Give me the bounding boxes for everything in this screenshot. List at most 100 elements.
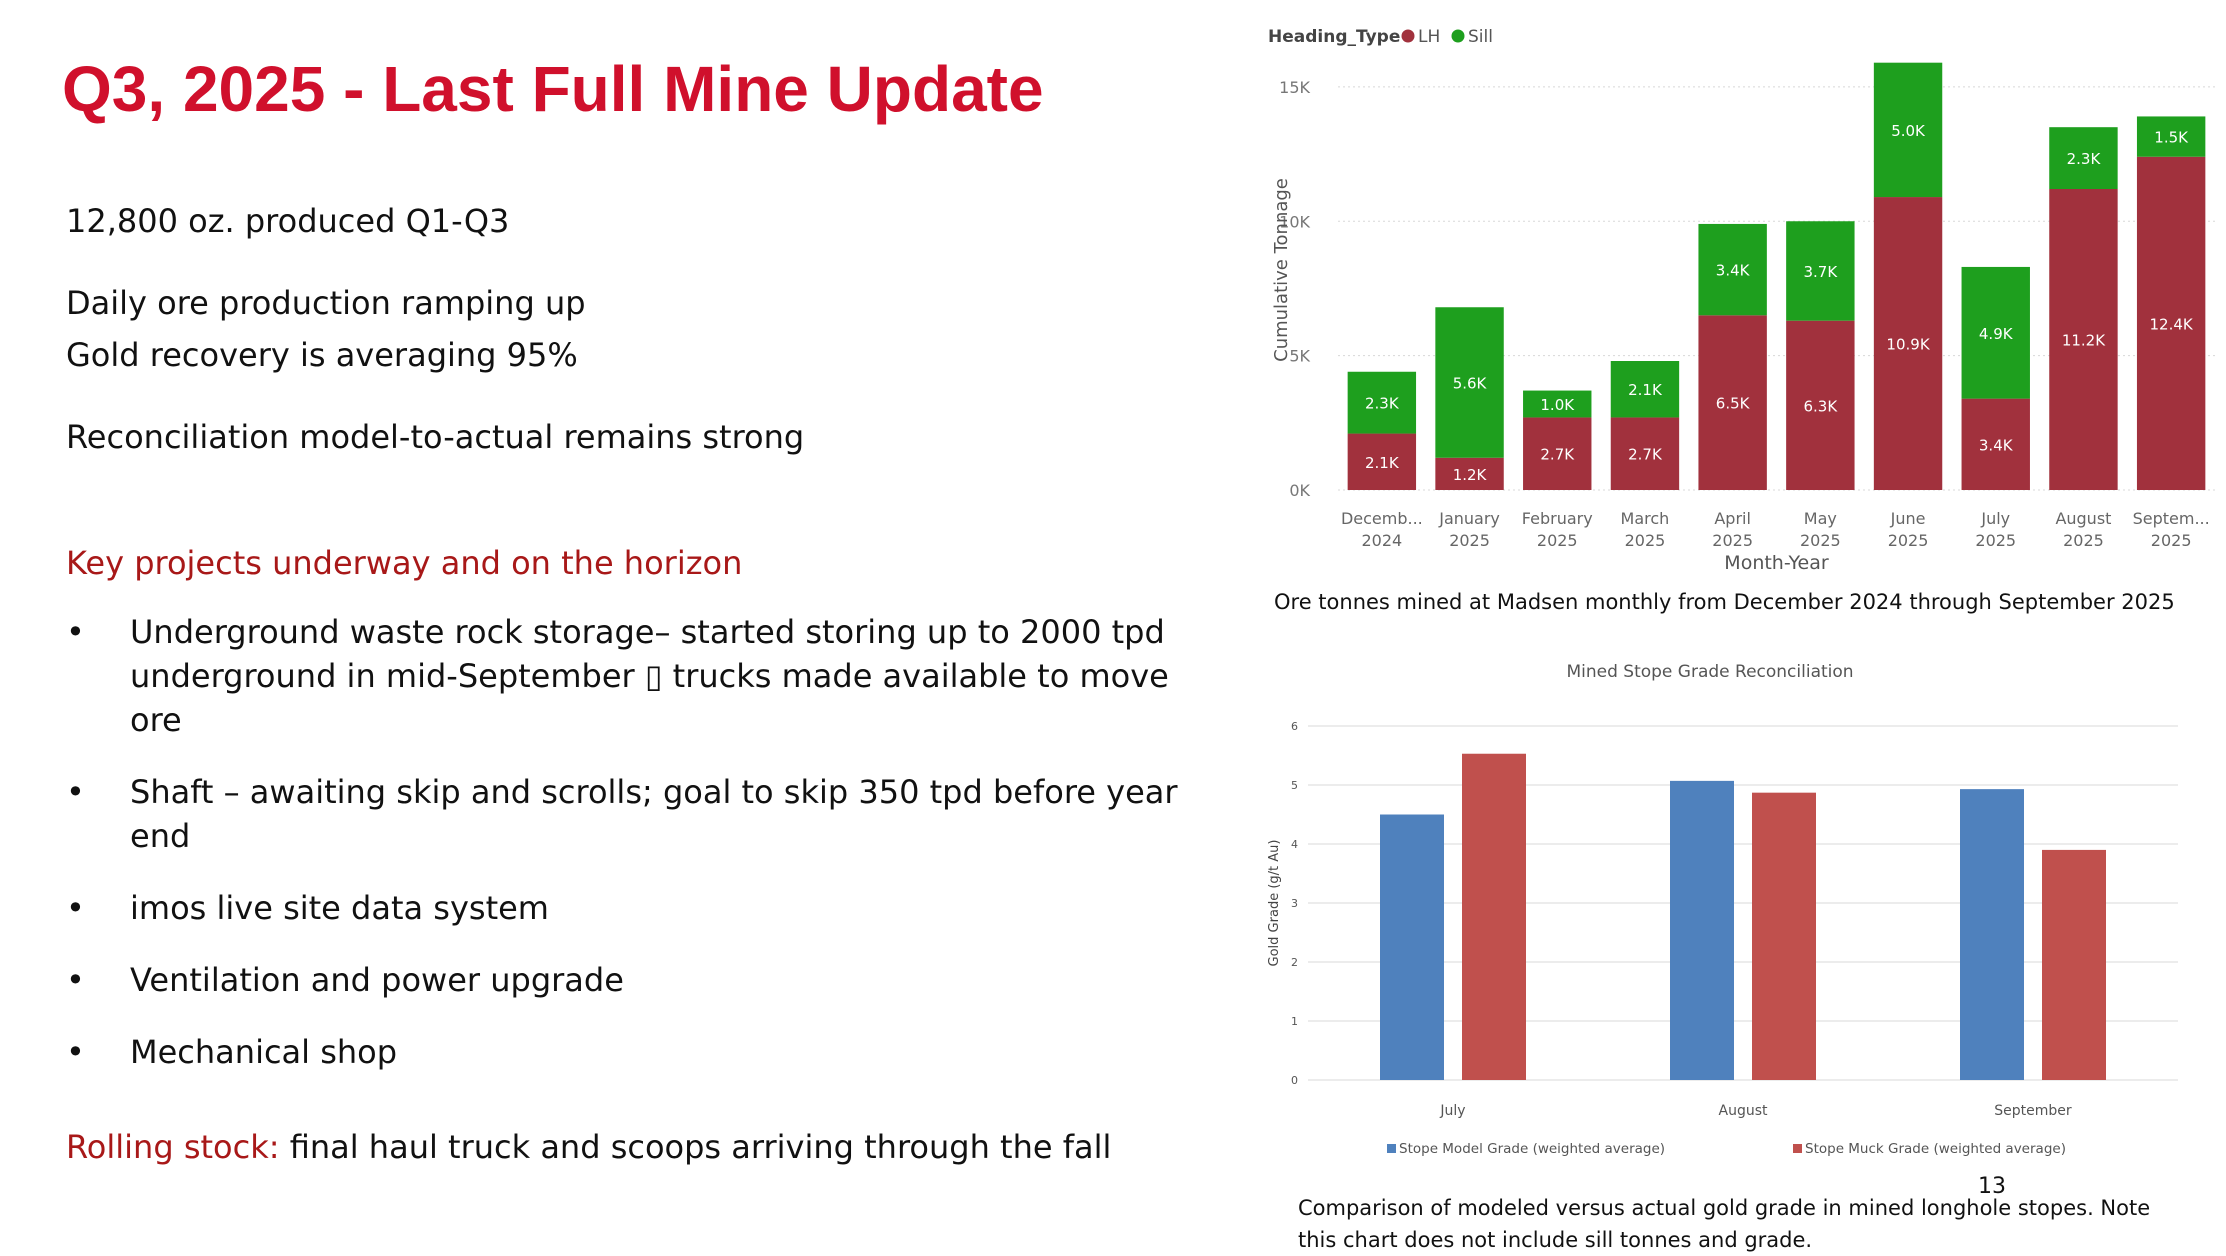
legend-item: Sill xyxy=(1468,27,1493,47)
x-tick-label-line: 2025 xyxy=(1625,531,1666,550)
tonnage-chart-caption: Ore tonnes mined at Madsen monthly from … xyxy=(1274,590,2175,614)
data-label: 3.7K xyxy=(1803,263,1838,281)
x-tick-label: February 2025 xyxy=(1522,509,1593,550)
bar-sill xyxy=(1435,307,1504,458)
ore-production-line: Daily ore production ramping up xyxy=(66,284,586,322)
y-tick-label: 4 xyxy=(1291,838,1298,851)
x-tick-label-line: May xyxy=(1804,509,1837,528)
reconciliation-line: Reconciliation model-to-actual remains s… xyxy=(66,418,805,456)
list-item-text: imos live site data system xyxy=(130,889,549,927)
x-tick-label: July xyxy=(1439,1103,1465,1119)
bar-sill xyxy=(1610,361,1680,418)
data-label: 1.2K xyxy=(1453,466,1488,484)
legend-marker xyxy=(1387,1144,1396,1153)
x-tick-label: April 2025 xyxy=(1712,509,1753,550)
x-tick-label-line: July xyxy=(1980,509,2010,528)
bar-muck-grade xyxy=(1752,792,1816,1080)
data-label: 2.7K xyxy=(1628,446,1663,464)
chart-legend: Heading_Type LH Sill xyxy=(1268,27,1493,47)
bar-lh xyxy=(2049,189,2118,490)
data-label: 10.9K xyxy=(1886,336,1930,354)
rolling-stock-label: Rolling stock: xyxy=(66,1128,280,1166)
y-tick-label: 10K xyxy=(1279,212,1310,231)
legend-marker xyxy=(1451,29,1465,43)
bar-model-grade xyxy=(1380,814,1444,1080)
bar-lh xyxy=(1610,417,1680,490)
x-tick-label: August 2025 xyxy=(2055,509,2111,550)
y-tick-label: 5K xyxy=(1289,347,1310,366)
data-label: 6.3K xyxy=(1803,397,1838,415)
x-tick-label: May 2025 xyxy=(1800,509,1841,550)
bar-lh xyxy=(1786,320,1855,490)
x-tick-label-line: April xyxy=(1714,509,1751,528)
bar-lh xyxy=(1961,398,2030,490)
bar-model-grade xyxy=(1670,780,1734,1080)
bar-sill xyxy=(1347,371,1417,434)
bar-lh xyxy=(1347,433,1417,490)
x-tick-label-line: 2025 xyxy=(1449,531,1490,550)
list-item: • Ventilation and power upgrade xyxy=(66,958,1216,1002)
x-tick-label-line: 2025 xyxy=(1975,531,2016,550)
x-tick-label-line: 2025 xyxy=(1800,531,1841,550)
bar-lh xyxy=(1698,315,1767,490)
x-tick-label: September xyxy=(1994,1103,2072,1119)
y-axis-label: Gold Grade (g/t Au) xyxy=(1267,840,1282,967)
x-tick-label-line: Decemb... xyxy=(1341,509,1423,528)
slide-title: Q3, 2025 - Last Full Mine Update xyxy=(62,53,1044,125)
data-label: 12.4K xyxy=(2150,315,2194,333)
list-item: • Shaft – awaiting skip and scrolls; goa… xyxy=(66,770,1216,858)
key-projects-list: • Underground waste rock storage– starte… xyxy=(66,610,1216,1102)
bullet-marker: • xyxy=(66,889,85,927)
bullet-marker: • xyxy=(66,1033,85,1071)
legend-marker xyxy=(1793,1144,1802,1153)
bar-sill xyxy=(2049,127,2118,189)
y-tick-label: 0K xyxy=(1289,481,1310,500)
data-label: 2.1K xyxy=(1628,381,1663,399)
bar-sill xyxy=(1873,62,1943,198)
list-item-text: Ventilation and power upgrade xyxy=(130,961,624,999)
legend-item: Stope Model Grade (weighted average) xyxy=(1399,1141,1665,1157)
x-tick-label-line: 2025 xyxy=(1537,531,1578,550)
bar-sill xyxy=(1961,266,2030,399)
x-tick-label: Septem... 2025 xyxy=(2133,509,2210,550)
bar-lh xyxy=(2136,156,2206,490)
rolling-stock-text: final haul truck and scoops arriving thr… xyxy=(279,1128,1112,1166)
y-axis-label: Cumulative Tonnage xyxy=(1271,178,1292,362)
x-tick-label-line: 2025 xyxy=(2151,531,2192,550)
list-item: • Mechanical shop xyxy=(66,1030,1216,1074)
grade-chart-caption: Comparison of modeled versus actual gold… xyxy=(1298,1196,2151,1252)
legend-title: Heading_Type xyxy=(1268,27,1400,47)
data-label: 4.9K xyxy=(1979,325,2014,343)
bar-model-grade xyxy=(1960,789,2024,1080)
y-tick-label: 6 xyxy=(1291,720,1298,733)
list-item: • imos live site data system xyxy=(66,886,1216,930)
x-tick-label-line: 2025 xyxy=(1888,531,1929,550)
x-tick-label-line: 2025 xyxy=(1712,531,1753,550)
bar-muck-grade xyxy=(2042,849,2106,1080)
legend-item: LH xyxy=(1418,27,1440,47)
page-number: 13 xyxy=(1978,1174,2006,1199)
data-label: 2.7K xyxy=(1540,446,1575,464)
chart-title: Mined Stope Grade Reconciliation xyxy=(1566,662,1853,682)
y-tick-label: 3 xyxy=(1291,897,1298,910)
legend-marker xyxy=(1401,29,1415,43)
x-tick-label-line: January xyxy=(1438,509,1500,528)
x-tick-label: August xyxy=(1719,1103,1769,1119)
data-label: 3.4K xyxy=(1979,436,2014,454)
data-label: 1.5K xyxy=(2154,129,2189,147)
rolling-stock-line: Rolling stock: final haul truck and scoo… xyxy=(66,1128,1111,1166)
y-tick-label: 0 xyxy=(1291,1074,1298,1087)
data-label: 5.6K xyxy=(1453,375,1488,393)
bar-sill xyxy=(1786,221,1855,321)
grade-reconciliation-chart: Mined Stope Grade Reconciliation 0 1 2 3 4 5 6 G… xyxy=(1267,662,2178,1157)
data-label: 1.0K xyxy=(1540,396,1575,414)
x-tick-label-line: August xyxy=(2055,509,2111,528)
data-label: 6.5K xyxy=(1716,395,1751,413)
x-tick-label-line: March xyxy=(1621,509,1670,528)
list-item-text: Mechanical shop xyxy=(130,1033,398,1071)
x-tick-label-line: 2024 xyxy=(1361,531,1402,550)
data-label: 2.1K xyxy=(1365,454,1400,472)
key-projects-heading: Key projects underway and on the horizon xyxy=(66,544,743,582)
data-label: 5.0K xyxy=(1891,122,1926,140)
bar-muck-grade xyxy=(1462,753,1526,1080)
